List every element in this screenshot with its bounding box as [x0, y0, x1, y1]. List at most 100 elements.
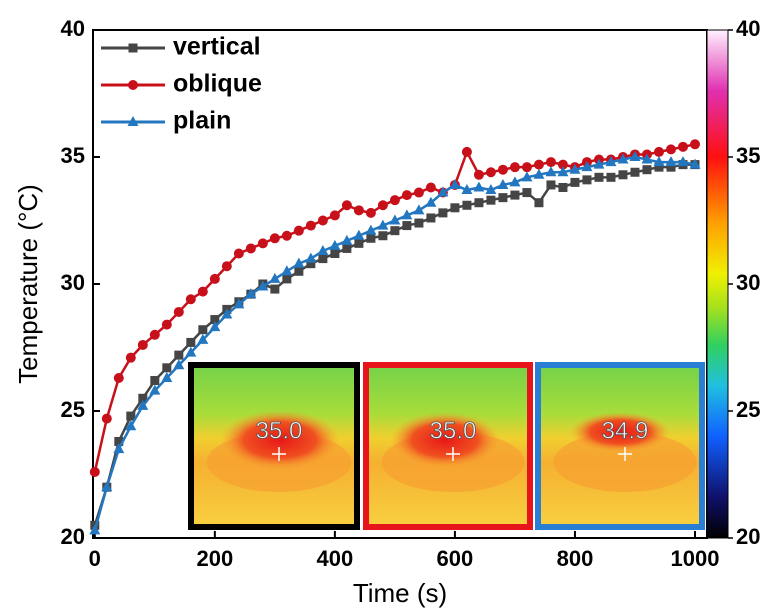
marker — [186, 337, 196, 347]
marker — [185, 346, 197, 357]
marker — [366, 233, 376, 243]
hot-spot — [220, 410, 340, 470]
marker — [89, 466, 100, 477]
marker — [162, 363, 172, 373]
marker — [329, 210, 340, 221]
marker — [233, 248, 244, 259]
legend-label: oblique — [173, 70, 262, 98]
marker — [173, 306, 184, 317]
marker — [318, 254, 328, 264]
marker — [425, 196, 437, 207]
colorbar-tick-label: 25 — [736, 397, 760, 422]
colorbar-tick-label: 35 — [736, 143, 760, 168]
x-axis-title: Time (s) — [353, 578, 447, 608]
marker — [485, 184, 497, 195]
marker — [593, 158, 605, 169]
x-tick-label: 400 — [317, 546, 354, 571]
marker — [462, 200, 472, 210]
marker — [137, 339, 148, 350]
marker — [101, 481, 113, 492]
marker — [486, 195, 496, 205]
inset-label: 35.0 — [256, 417, 303, 444]
marker — [521, 171, 533, 182]
marker — [330, 249, 340, 259]
legend-marker — [127, 116, 139, 126]
colorbar-tick-label: 20 — [736, 524, 760, 549]
y-tick-label: 20 — [61, 524, 85, 549]
x-tick-label: 800 — [557, 546, 594, 571]
marker — [413, 204, 425, 215]
inset-border — [535, 362, 705, 530]
marker — [113, 443, 125, 454]
marker — [402, 221, 412, 231]
marker — [294, 266, 304, 276]
marker — [233, 298, 245, 309]
marker — [197, 286, 208, 297]
marker — [401, 190, 412, 201]
legend-marker — [128, 43, 138, 53]
marker — [353, 205, 364, 216]
marker — [257, 280, 269, 291]
marker — [401, 209, 413, 220]
marker — [306, 259, 316, 269]
marker — [534, 198, 544, 208]
marker — [89, 524, 101, 535]
marker — [510, 190, 520, 200]
marker — [653, 156, 665, 167]
marker — [426, 213, 436, 223]
marker — [390, 226, 400, 236]
marker — [269, 233, 280, 244]
x-tick-label: 600 — [437, 546, 474, 571]
marker — [185, 294, 196, 305]
marker — [365, 207, 376, 218]
y-axis-title: Temperature (°C) — [13, 184, 43, 384]
marker — [605, 156, 617, 167]
marker — [174, 350, 184, 360]
marker — [654, 162, 664, 172]
legend-label: vertical — [173, 33, 261, 61]
marker — [377, 200, 388, 211]
marker — [498, 193, 508, 203]
marker — [474, 198, 484, 208]
x-tick-label: 0 — [89, 546, 101, 571]
marker — [521, 162, 532, 173]
marker — [473, 181, 485, 192]
marker — [689, 158, 701, 169]
marker — [617, 153, 629, 164]
marker — [665, 156, 677, 167]
marker — [161, 371, 173, 382]
marker — [594, 172, 604, 182]
marker — [282, 274, 292, 284]
marker — [497, 178, 509, 189]
marker — [269, 272, 281, 283]
marker — [461, 146, 472, 157]
marker — [353, 229, 365, 240]
marker — [114, 436, 124, 446]
marker — [245, 288, 257, 299]
marker — [317, 244, 329, 255]
marker — [149, 329, 160, 340]
marker — [425, 182, 436, 193]
marker — [281, 265, 293, 276]
marker — [438, 208, 448, 218]
marker — [341, 234, 353, 245]
marker — [389, 214, 401, 225]
marker — [150, 376, 160, 386]
marker — [365, 224, 377, 235]
marker — [533, 159, 544, 170]
marker — [497, 164, 508, 175]
marker — [689, 139, 700, 150]
marker — [149, 384, 161, 395]
marker — [558, 182, 568, 192]
x-tick-label: 200 — [196, 546, 233, 571]
hot-spot — [390, 412, 500, 468]
marker — [630, 167, 640, 177]
marker — [413, 187, 424, 198]
marker — [173, 359, 185, 370]
marker — [245, 243, 256, 254]
hot-spot — [570, 412, 670, 452]
marker — [450, 203, 460, 213]
y-tick-label: 35 — [61, 143, 85, 168]
marker — [665, 144, 676, 155]
marker — [557, 159, 568, 170]
